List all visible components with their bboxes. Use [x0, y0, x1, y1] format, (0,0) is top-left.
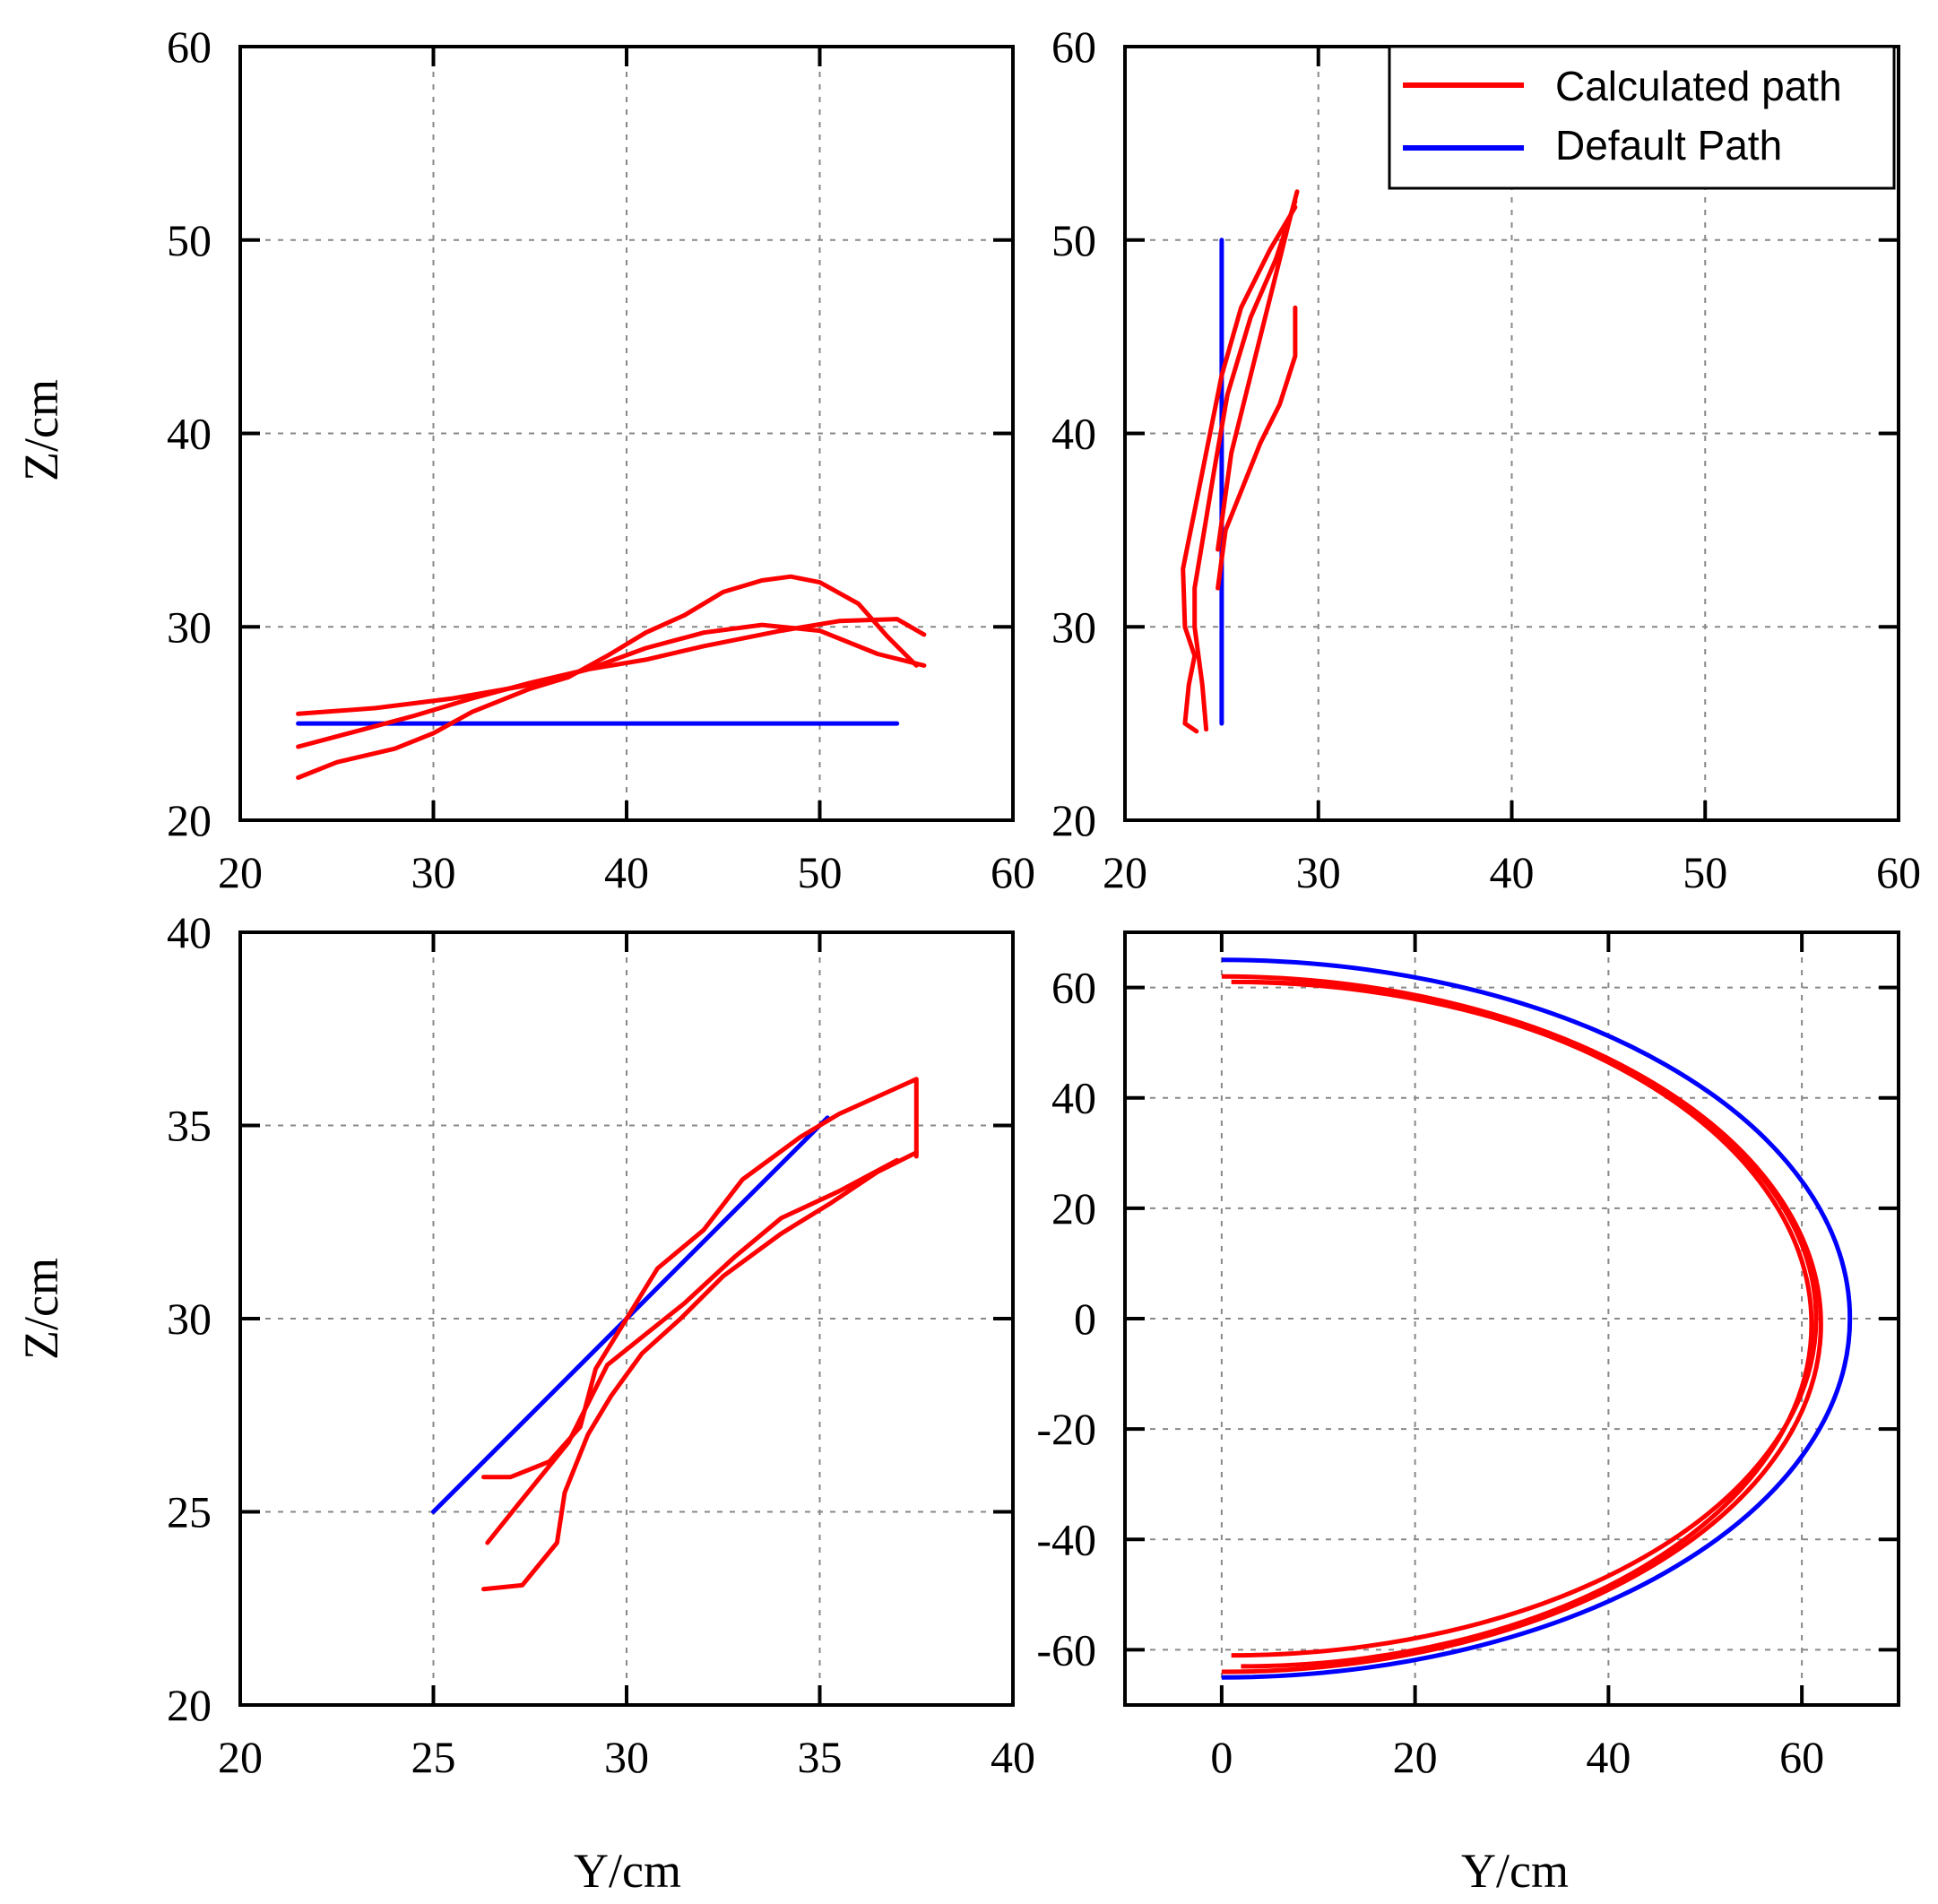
y-tick-label: 20 — [167, 795, 212, 845]
y-tick-label: 40 — [167, 409, 212, 459]
x-tick-label: 30 — [1296, 847, 1341, 897]
calculated-path-3 — [1241, 979, 1814, 1669]
chart-panels: 20 30 40 50 60 20 30 40 50 60 20 30 40 50 60 20 30 40 50 60… — [167, 22, 1921, 1782]
x-tick-label: 30 — [604, 1732, 649, 1782]
y-tick-label: -40 — [1036, 1514, 1096, 1564]
calculated-path-1 — [1221, 974, 1824, 1675]
y-tick-label: -20 — [1036, 1404, 1096, 1454]
x-tick-label: 40 — [604, 847, 649, 897]
y-tick-label: 30 — [1051, 601, 1096, 652]
x-tick-label: 60 — [991, 847, 1035, 897]
y-tick-label: 30 — [167, 1294, 212, 1344]
calculated-path-2 — [1181, 204, 1298, 734]
y-tick-label: 60 — [1051, 963, 1096, 1013]
calculated-path-2 — [485, 1157, 900, 1545]
y-tick-label: 50 — [1051, 215, 1096, 265]
y-tick-label: 50 — [167, 215, 212, 265]
y-tick-label: 40 — [167, 907, 212, 957]
x-tick-label: 40 — [991, 1732, 1035, 1782]
panel-bottom-right: 0 20 40 60 -60 -40 -20 0 20 40 60 — [1036, 930, 1900, 1782]
legend-default-label: Default Path — [1555, 122, 1782, 169]
x-axis-label-bottom-left: Y/cm — [574, 1844, 681, 1898]
y-tick-label: 35 — [167, 1101, 212, 1151]
legend-box — [1388, 45, 1896, 190]
x-tick-label: 40 — [1586, 1732, 1631, 1782]
y-tick-label: 20 — [1051, 1183, 1096, 1233]
y-tick-label: 40 — [1051, 1073, 1096, 1123]
x-tick-label: 30 — [411, 847, 456, 897]
y-tick-label: 20 — [1051, 795, 1096, 845]
x-tick-label: 25 — [411, 1732, 456, 1782]
y-axis-label-bottom-text: Z/cm — [14, 1258, 68, 1360]
panel-bottom-left: 20 25 30 35 40 20 25 30 35 40 — [167, 907, 1035, 1782]
calculated-path-3 — [481, 1150, 919, 1592]
x-tick-label: 20 — [1103, 847, 1147, 897]
y-tick-label: -60 — [1036, 1624, 1096, 1675]
y-tick-label: 20 — [167, 1680, 212, 1730]
y-tick-label: 30 — [167, 601, 212, 652]
x-tick-label: 40 — [1490, 847, 1535, 897]
x-tick-label: 50 — [798, 847, 843, 897]
calculated-path-4 — [1216, 305, 1298, 591]
x-tick-label: 35 — [798, 1732, 843, 1782]
y-tick-label: 0 — [1074, 1294, 1096, 1344]
x-tick-label: 0 — [1210, 1732, 1233, 1782]
y-tick-label: 25 — [167, 1487, 212, 1537]
y-axis-label-bottom: Z/cm — [14, 1258, 68, 1360]
y-axis-label-top-text: Z/cm — [14, 379, 68, 481]
x-tick-label: 60 — [1876, 847, 1921, 897]
x-tick-label: 60 — [1779, 1732, 1824, 1782]
x-axis-label-bottom-right: Y/cm — [1461, 1844, 1569, 1898]
calculated-path-1 — [1216, 189, 1300, 552]
y-axis-label-top: Z/cm — [14, 379, 68, 481]
legend: Calculated path Default Path — [1388, 45, 1896, 190]
y-tick-label: 40 — [1051, 409, 1096, 459]
y-tick-label: 60 — [1051, 22, 1096, 72]
calculated-path-3 — [1192, 199, 1298, 732]
calculated-path-1 — [296, 617, 927, 716]
calculated-path-3 — [296, 574, 919, 780]
calculated-path-2 — [296, 622, 927, 749]
x-tick-label: 20 — [218, 1732, 263, 1782]
x-tick-label: 20 — [1393, 1732, 1438, 1782]
calculated-path-1 — [481, 1077, 919, 1480]
panel-top-left: 20 30 40 50 60 20 30 40 50 60 — [167, 22, 1035, 897]
y-tick-label: 60 — [167, 22, 212, 72]
x-tick-label: 50 — [1683, 847, 1727, 897]
x-tick-label: 20 — [218, 847, 263, 897]
legend-calculated-label: Calculated path — [1555, 63, 1842, 109]
